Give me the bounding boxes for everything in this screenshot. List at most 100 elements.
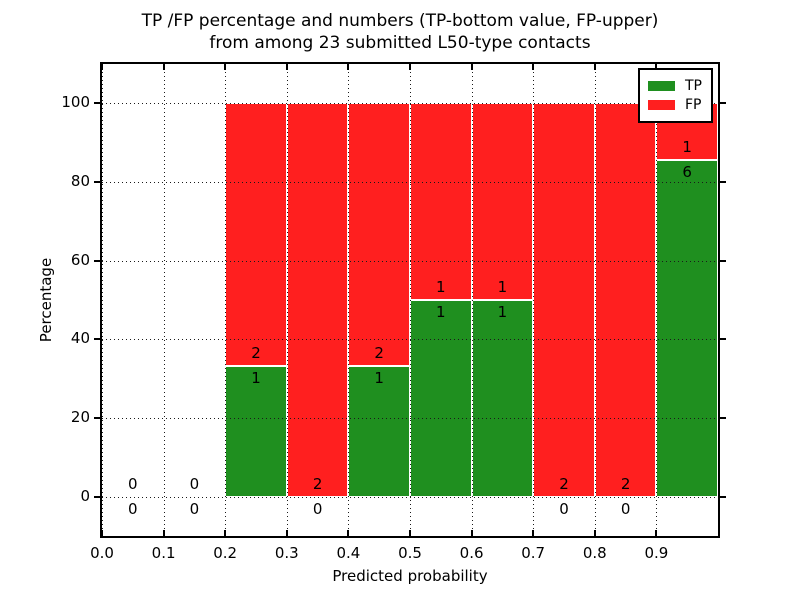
x-tick-label: 0.7 bbox=[521, 544, 546, 562]
y-tick-right bbox=[720, 259, 726, 262]
x-tick-bottom bbox=[285, 530, 288, 536]
fp-bar-segment bbox=[533, 103, 595, 497]
x-gridline bbox=[225, 64, 227, 536]
tp-count-label: 0 bbox=[312, 499, 323, 518]
tp-count-label: 6 bbox=[682, 162, 692, 181]
x-gridline bbox=[410, 64, 411, 536]
y-tick-label: 20 bbox=[70, 408, 90, 426]
x-tick-top bbox=[655, 64, 658, 70]
fp-bar-segment bbox=[410, 103, 472, 300]
y-tick-left bbox=[94, 259, 100, 262]
x-tick-label: 0.4 bbox=[336, 544, 361, 562]
tp-count-label: 1 bbox=[251, 368, 261, 387]
x-gridline bbox=[471, 64, 473, 536]
x-tick-label: 0.1 bbox=[151, 544, 176, 562]
x-tick-bottom bbox=[101, 530, 103, 536]
x-gridline bbox=[102, 64, 103, 536]
fp-count-label: 2 bbox=[251, 343, 261, 362]
y-tick-left bbox=[94, 338, 100, 341]
x-gridline bbox=[286, 64, 288, 536]
x-tick-bottom bbox=[655, 530, 658, 536]
x-gridline bbox=[656, 64, 658, 536]
fp-bar-segment bbox=[348, 103, 410, 366]
tp-bar-segment bbox=[348, 365, 410, 497]
x-tick-label: 0.6 bbox=[459, 544, 484, 562]
fp-bar-segment bbox=[286, 103, 349, 497]
y-tick-right bbox=[720, 417, 726, 419]
tp-color-swatch bbox=[648, 81, 675, 91]
fp-count-label: 2 bbox=[374, 343, 384, 362]
fp-count-label: 1 bbox=[436, 278, 446, 296]
y-tick-right bbox=[720, 181, 726, 183]
x-tick-top bbox=[285, 64, 288, 70]
x-tick-top bbox=[347, 64, 350, 70]
legend-item-fp: FP bbox=[648, 97, 702, 113]
fp-count-label: 2 bbox=[559, 474, 569, 493]
tp-bar-segment bbox=[656, 159, 718, 497]
x-gridline bbox=[533, 64, 535, 536]
tp-count-label: 1 bbox=[497, 303, 508, 321]
y-tick-right bbox=[720, 495, 726, 498]
x-tick-bottom bbox=[224, 530, 227, 536]
fp-count-label: 2 bbox=[620, 474, 631, 493]
fp-bar-segment bbox=[594, 103, 657, 497]
x-tick-label: 0.8 bbox=[582, 544, 607, 562]
y-axis-label: Percentage bbox=[37, 257, 55, 343]
x-tick-top bbox=[162, 64, 165, 70]
x-tick-label: 0.9 bbox=[644, 544, 669, 562]
y-tick-left bbox=[94, 495, 100, 498]
y-tick-right bbox=[720, 338, 726, 341]
legend-item-tp: TP bbox=[648, 78, 702, 94]
y-tick-label: 40 bbox=[70, 329, 90, 348]
legend: TP FP bbox=[638, 68, 713, 123]
x-tick-bottom bbox=[532, 530, 535, 536]
x-tick-top bbox=[532, 64, 535, 70]
tp-count-label: 0 bbox=[189, 499, 200, 518]
fp-color-swatch bbox=[648, 100, 675, 110]
x-tick-top bbox=[409, 64, 411, 70]
x-tick-top bbox=[470, 64, 473, 70]
fp-bar-segment bbox=[471, 103, 534, 300]
x-gridline bbox=[348, 64, 350, 536]
y-tick-left bbox=[94, 417, 100, 419]
fp-count-label: 0 bbox=[189, 474, 200, 493]
x-tick-bottom bbox=[470, 530, 473, 536]
tp-bar-segment bbox=[410, 300, 472, 497]
tp-count-label: 0 bbox=[620, 499, 631, 518]
y-tick-label: 60 bbox=[70, 250, 90, 269]
fp-bar-segment bbox=[225, 103, 287, 366]
fp-count-label: 0 bbox=[128, 474, 138, 493]
chart-title: TP /FP percentage and numbers (TP-bottom… bbox=[0, 10, 800, 54]
fp-count-label: 2 bbox=[312, 474, 323, 493]
y-tick-right bbox=[720, 102, 726, 105]
x-gridline bbox=[594, 64, 596, 536]
chart-title-line2: from among 23 submitted L50-type contact… bbox=[209, 33, 591, 53]
x-tick-top bbox=[224, 64, 227, 70]
legend-label-fp: FP bbox=[685, 97, 702, 113]
tp-bar-segment bbox=[471, 300, 534, 497]
x-tick-bottom bbox=[347, 530, 350, 536]
x-gridline bbox=[163, 64, 165, 536]
legend-label-tp: TP bbox=[685, 78, 702, 94]
x-tick-bottom bbox=[162, 530, 165, 536]
x-tick-top bbox=[593, 64, 596, 70]
x-tick-label: 0.0 bbox=[90, 544, 114, 562]
tp-count-label: 1 bbox=[374, 368, 384, 387]
y-tick-left bbox=[94, 102, 100, 105]
fp-count-label: 1 bbox=[497, 278, 508, 296]
tp-count-label: 1 bbox=[436, 303, 446, 321]
x-tick-label: 0.2 bbox=[213, 544, 238, 562]
fp-count-label: 1 bbox=[682, 137, 692, 156]
x-tick-bottom bbox=[593, 530, 596, 536]
tp-count-label: 0 bbox=[128, 499, 138, 518]
tp-count-label: 0 bbox=[559, 499, 569, 518]
x-axis-label: Predicted probability bbox=[332, 567, 488, 585]
y-tick-label: 100 bbox=[61, 93, 90, 112]
x-tick-top bbox=[101, 64, 103, 70]
x-tick-bottom bbox=[409, 530, 411, 536]
y-tick-label: 80 bbox=[70, 172, 90, 190]
x-tick-label: 0.5 bbox=[398, 544, 422, 562]
chart-title-line1: TP /FP percentage and numbers (TP-bottom… bbox=[141, 11, 659, 31]
x-tick-label: 0.3 bbox=[274, 544, 299, 562]
